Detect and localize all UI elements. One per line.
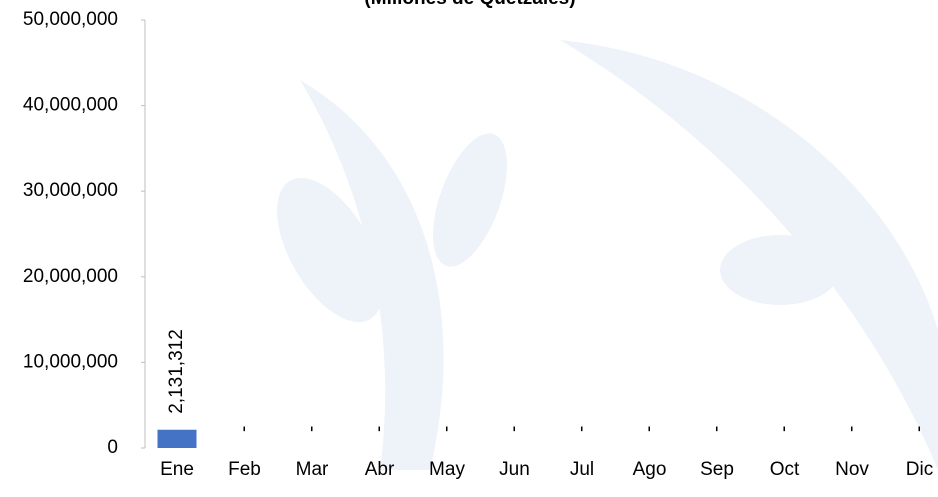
x-tick-label: May (429, 459, 465, 480)
value-label: - (504, 426, 525, 432)
bar (157, 429, 197, 448)
value-label: - (369, 426, 390, 432)
value-label: - (774, 426, 795, 432)
value-label: - (234, 426, 255, 432)
value-label: - (706, 426, 727, 432)
value-label: - (841, 426, 862, 432)
value-label: - (301, 426, 322, 432)
y-tick-label: 50,000,000 (23, 9, 118, 30)
value-label: - (909, 426, 930, 432)
x-tick-label: Sep (700, 459, 734, 480)
y-tick-label: 30,000,000 (23, 180, 118, 201)
x-tick-label: Ene (160, 459, 194, 480)
value-label: 2,131,312 (166, 329, 187, 414)
watermark (277, 40, 938, 470)
x-tick-label: Dic (906, 459, 933, 480)
x-tick-label: Oct (770, 459, 800, 480)
x-tick-label: Nov (835, 459, 869, 480)
x-tick-label: Mar (296, 459, 329, 480)
chart-subtitle: (Millones de Quetzales) (364, 0, 575, 9)
value-label: - (571, 426, 592, 432)
y-tick-label: 0 (107, 437, 118, 458)
x-tick-label: Jul (570, 459, 594, 480)
x-tick-label: Jun (499, 459, 530, 480)
x-tick-label: Abr (365, 459, 395, 480)
value-label: - (639, 426, 660, 432)
x-tick-label: Ago (633, 459, 667, 480)
y-tick-label: 40,000,000 (23, 95, 118, 116)
y-tick-label: 10,000,000 (23, 351, 118, 372)
x-tick-label: Feb (228, 459, 261, 480)
y-tick-label: 20,000,000 (23, 266, 118, 287)
value-label: - (436, 426, 457, 432)
